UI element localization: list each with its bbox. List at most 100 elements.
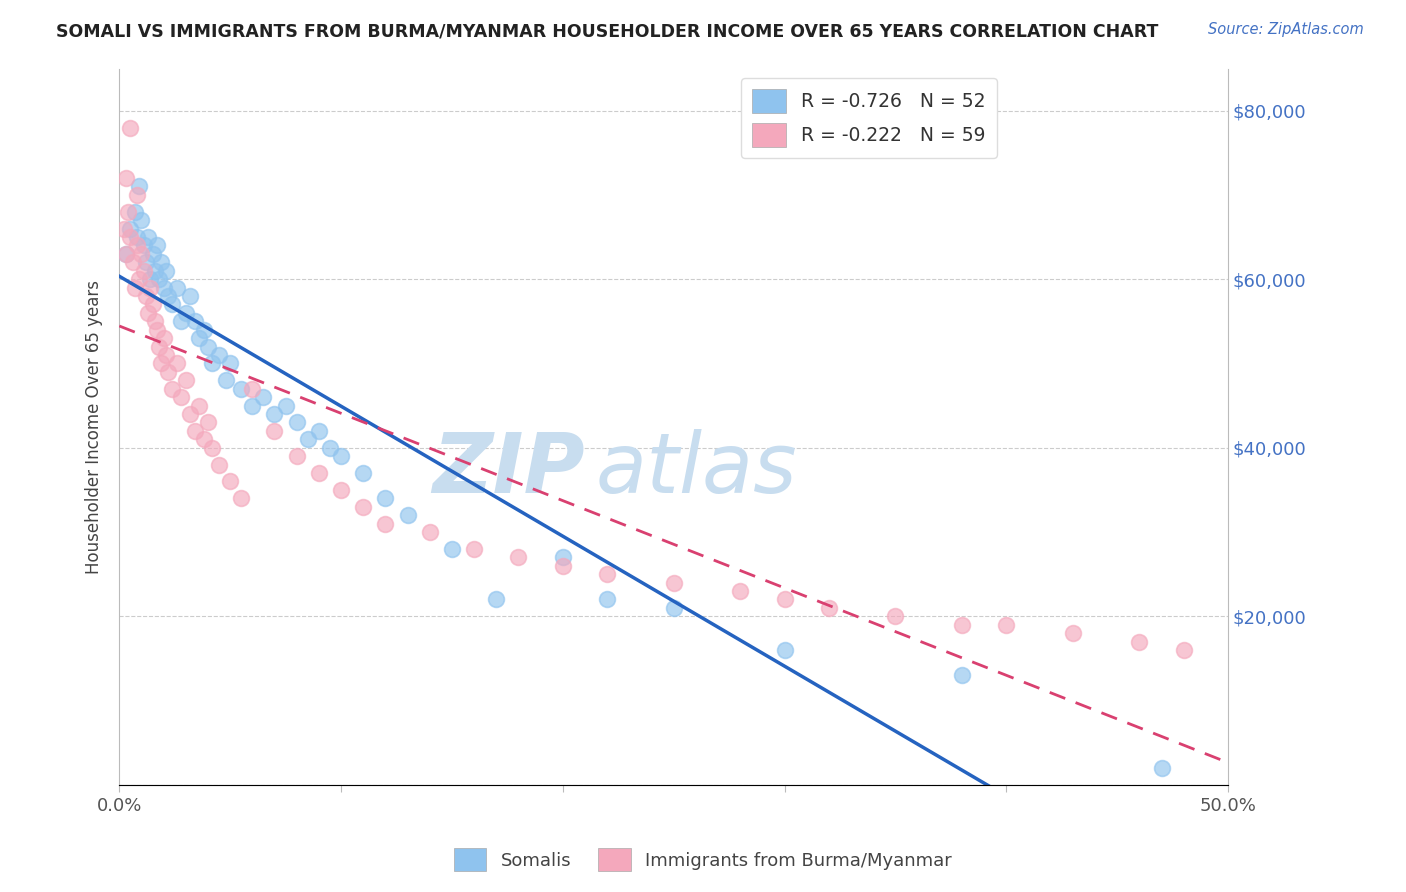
Point <box>174 306 197 320</box>
Point <box>297 432 319 446</box>
Point <box>141 297 163 311</box>
Point <box>551 550 574 565</box>
Point <box>174 373 197 387</box>
Point <box>157 365 180 379</box>
Point <box>157 289 180 303</box>
Point <box>551 558 574 573</box>
Point <box>132 264 155 278</box>
Point <box>396 508 419 522</box>
Point <box>125 238 148 252</box>
Point <box>319 441 342 455</box>
Point <box>463 541 485 556</box>
Text: ZIP: ZIP <box>432 429 585 510</box>
Point <box>884 609 907 624</box>
Point <box>231 382 253 396</box>
Point <box>1128 634 1150 648</box>
Point <box>995 617 1018 632</box>
Point <box>208 348 231 362</box>
Point <box>193 432 215 446</box>
Point <box>193 323 215 337</box>
Point <box>146 238 169 252</box>
Point <box>440 541 463 556</box>
Point <box>596 592 619 607</box>
Point <box>131 247 153 261</box>
Point <box>219 475 242 489</box>
Point <box>773 592 796 607</box>
Point <box>162 297 184 311</box>
Point <box>125 188 148 202</box>
Point <box>208 458 231 472</box>
Text: atlas: atlas <box>596 429 797 510</box>
Point <box>155 264 177 278</box>
Point <box>352 466 374 480</box>
Point <box>1150 761 1173 775</box>
Point <box>330 449 353 463</box>
Point <box>201 356 224 370</box>
Text: Source: ZipAtlas.com: Source: ZipAtlas.com <box>1208 22 1364 37</box>
Point <box>274 399 297 413</box>
Point <box>508 550 530 565</box>
Point <box>1173 643 1195 657</box>
Point <box>285 416 308 430</box>
Point <box>419 524 441 539</box>
Text: SOMALI VS IMMIGRANTS FROM BURMA/MYANMAR HOUSEHOLDER INCOME OVER 65 YEARS CORRELA: SOMALI VS IMMIGRANTS FROM BURMA/MYANMAR … <box>56 22 1159 40</box>
Point <box>197 340 219 354</box>
Point <box>150 255 173 269</box>
Point <box>215 373 238 387</box>
Point <box>132 238 155 252</box>
Point <box>135 255 157 269</box>
Point <box>152 280 174 294</box>
Point <box>188 331 211 345</box>
Point <box>330 483 353 497</box>
Point <box>263 424 285 438</box>
Point <box>179 407 201 421</box>
Point <box>1062 626 1084 640</box>
Point <box>374 516 396 531</box>
Point <box>136 230 159 244</box>
Point <box>374 491 396 506</box>
Point <box>485 592 508 607</box>
Point <box>188 399 211 413</box>
Point <box>124 280 146 294</box>
Point <box>166 280 188 294</box>
Point <box>148 272 170 286</box>
Point <box>143 264 166 278</box>
Point <box>120 230 142 244</box>
Point <box>170 314 193 328</box>
Point <box>131 213 153 227</box>
Point <box>115 247 138 261</box>
Point <box>166 356 188 370</box>
Point <box>120 221 142 235</box>
Point <box>139 280 162 294</box>
Point <box>115 247 138 261</box>
Point <box>141 247 163 261</box>
Point <box>263 407 285 421</box>
Point <box>201 441 224 455</box>
Y-axis label: Householder Income Over 65 years: Householder Income Over 65 years <box>86 279 103 574</box>
Point <box>112 221 135 235</box>
Point <box>950 668 973 682</box>
Point <box>240 399 263 413</box>
Point <box>950 617 973 632</box>
Point <box>125 230 148 244</box>
Point <box>285 449 308 463</box>
Point <box>135 289 157 303</box>
Point <box>183 314 205 328</box>
Point <box>728 583 751 598</box>
Point <box>162 382 184 396</box>
Point <box>120 120 142 135</box>
Point <box>352 500 374 514</box>
Point <box>662 600 685 615</box>
Legend: R = -0.726   N = 52, R = -0.222   N = 59: R = -0.726 N = 52, R = -0.222 N = 59 <box>741 78 997 158</box>
Point <box>128 272 150 286</box>
Point <box>150 356 173 370</box>
Point <box>662 575 685 590</box>
Point <box>240 382 263 396</box>
Point <box>197 416 219 430</box>
Point <box>124 204 146 219</box>
Point <box>183 424 205 438</box>
Point <box>252 390 274 404</box>
Point <box>773 643 796 657</box>
Point <box>308 424 330 438</box>
Point <box>139 272 162 286</box>
